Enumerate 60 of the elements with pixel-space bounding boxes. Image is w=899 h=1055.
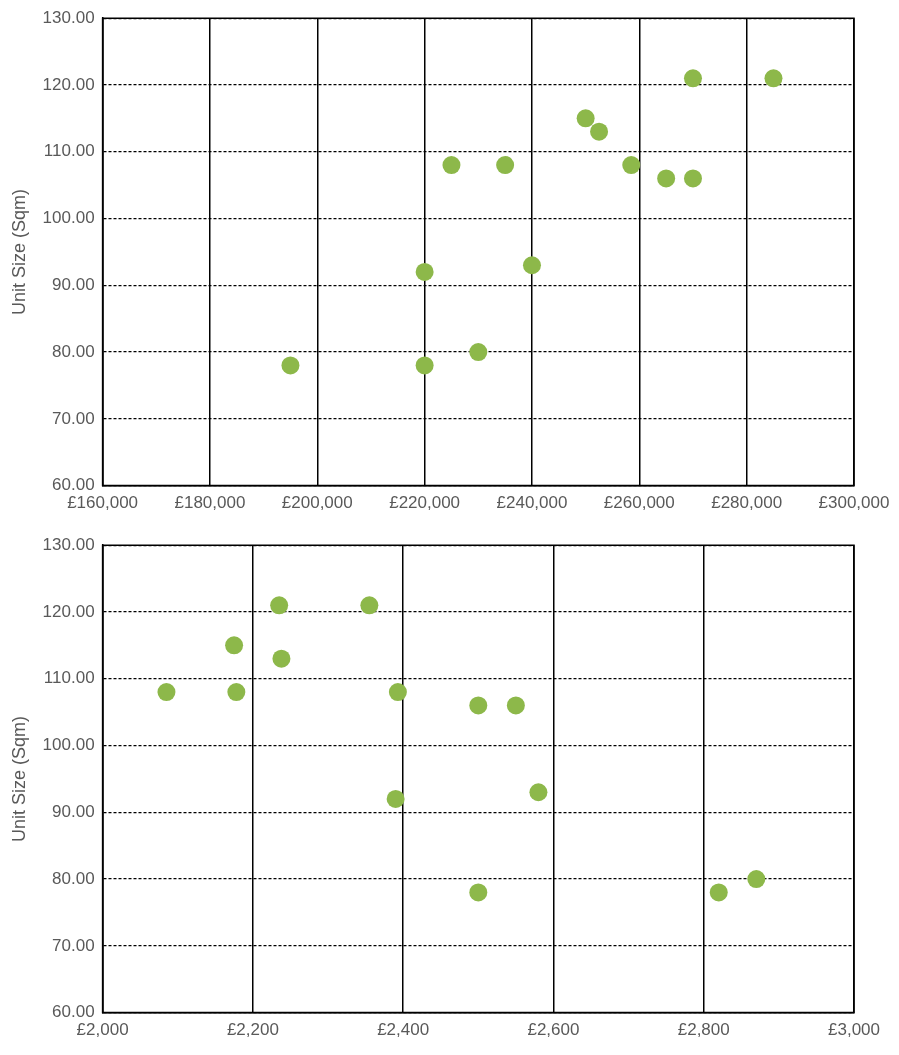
y-tick-label: 70.00 [52,408,95,428]
point [657,169,676,188]
x-tick-label: £2,400 [377,1020,430,1040]
x-tick-label: £280,000 [711,493,783,513]
x-tick-label: £180,000 [174,493,246,513]
point [225,636,244,655]
point [576,109,595,128]
y-tick-label: 120.00 [42,601,95,621]
point [272,649,291,668]
y-tick-label: 110.00 [43,141,95,161]
point [415,262,434,281]
point [415,356,434,375]
point [469,696,488,715]
point [622,156,641,175]
x-tick-label: £2,000 [76,1020,129,1040]
x-tick-label: £160,000 [67,493,139,513]
point [506,696,525,715]
point [442,156,461,175]
point [747,870,766,889]
x-tick-label: £260,000 [603,493,675,513]
y-tick-label: 130.00 [42,534,95,554]
y-tick-label: 60.00 [52,475,95,495]
point [388,683,407,702]
point [227,683,246,702]
point [469,343,488,362]
x-tick-label: £200,000 [281,493,353,513]
point [496,156,515,175]
y-tick-label: 60.00 [52,1002,95,1022]
y-tick-label: 100.00 [42,735,95,755]
x-tick-label: £2,800 [677,1020,730,1040]
point [270,596,289,615]
point [157,683,176,702]
point [764,69,783,88]
y-axis-title: Unit Size (Sqm) [8,715,29,842]
point [360,596,379,615]
y-tick-label: 70.00 [52,935,95,955]
y-tick-label: 80.00 [52,868,95,888]
point [522,256,541,275]
point [469,883,488,902]
x-tick-label: £2,600 [527,1020,580,1040]
y-tick-label: 90.00 [52,274,95,294]
x-tick-label: £2,200 [226,1020,279,1040]
y-tick-label: 80.00 [52,341,95,361]
y-tick-label: 120.00 [42,74,95,94]
point [529,783,548,802]
point [709,883,728,902]
point [590,122,609,141]
y-axis-title: Unit Size (Sqm) [8,188,29,315]
x-tick-label: £300,000 [818,493,890,513]
y-tick-label: 100.00 [42,208,95,228]
point [386,789,405,808]
x-tick-label: £220,000 [389,493,461,513]
x-tick-label: £3,000 [828,1020,880,1040]
y-tick-label: 90.00 [52,801,95,821]
point [683,69,702,88]
y-tick-label: 110.00 [43,668,95,688]
point [683,169,702,188]
point [281,356,300,375]
x-tick-label: £240,000 [496,493,568,513]
y-tick-label: 130.00 [42,7,95,27]
